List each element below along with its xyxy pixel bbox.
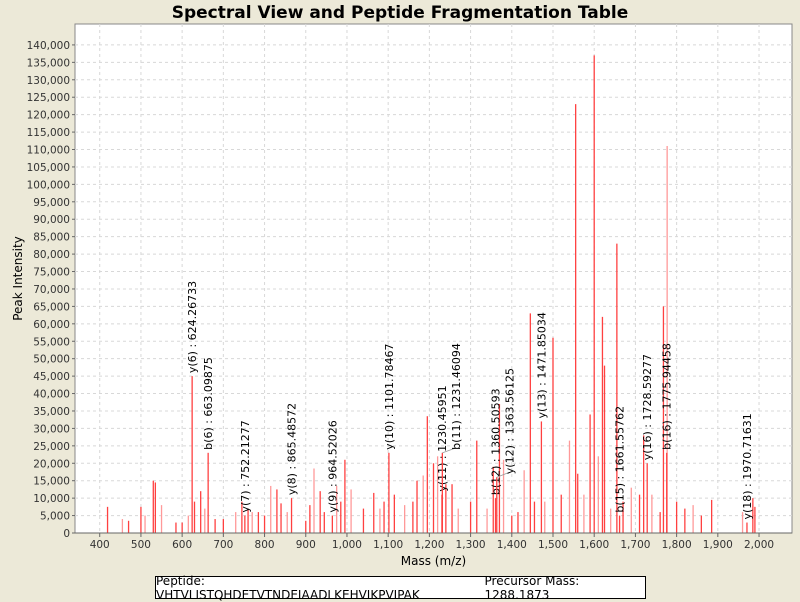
peak-annotation: y(6) : 624.26733 xyxy=(186,281,199,373)
peak-annotation: b(12) : 1360.50593 xyxy=(490,388,503,495)
legend-box: Peptide: VHTVLISTQHDETVTNDEIAADLKEHVIKPV… xyxy=(155,573,646,602)
precursor-mass-label: Precursor Mass: 1288.1873 xyxy=(484,573,580,602)
y-tick-label: 100,000 xyxy=(27,179,70,191)
peak-annotation: y(8) : 865.48572 xyxy=(286,403,299,495)
peak-annotation: y(9) : 964.52026 xyxy=(326,420,339,512)
y-axis-label: Peak Intensity xyxy=(11,236,25,321)
x-tick-label: 400 xyxy=(90,539,110,551)
y-tick-label: 40,000 xyxy=(33,389,70,401)
chart-title: Spectral View and Peptide Fragmentation … xyxy=(171,3,629,23)
x-tick-label: 1,000 xyxy=(332,539,362,551)
y-tick-label: 80,000 xyxy=(33,249,70,261)
x-tick-label: 1,700 xyxy=(620,539,650,551)
y-tick-label: 45,000 xyxy=(33,371,70,383)
x-tick-label: 1,500 xyxy=(538,539,568,551)
peak-annotation: y(12) : 1363.56125 xyxy=(504,368,517,474)
x-axis-label: Mass (m/z) xyxy=(401,554,466,568)
y-tick-label: 135,000 xyxy=(27,57,70,69)
x-tick-label: 1,800 xyxy=(662,539,692,551)
y-tick-label: 10,000 xyxy=(33,493,70,505)
peak-annotation: b(16) : 1775.94458 xyxy=(661,343,674,450)
x-tick-label: 1,900 xyxy=(703,539,733,551)
x-tick-label: 1,200 xyxy=(414,539,444,551)
y-tick-label: 105,000 xyxy=(27,162,70,174)
y-tick-label: 90,000 xyxy=(33,214,70,226)
x-tick-label: 800 xyxy=(255,539,275,551)
y-tick-label: 115,000 xyxy=(27,127,70,139)
y-tick-label: 55,000 xyxy=(33,336,70,348)
peak-annotation: y(10) : 1101.78467 xyxy=(383,344,396,450)
y-tick-label: 120,000 xyxy=(27,110,70,122)
peak-annotation: y(13) : 1471.85034 xyxy=(535,312,548,418)
y-tick-label: 5,000 xyxy=(40,511,70,523)
y-tick-label: 65,000 xyxy=(33,301,70,313)
y-tick-label: 85,000 xyxy=(33,232,70,244)
x-tick-label: 900 xyxy=(296,539,316,551)
y-tick-label: 70,000 xyxy=(33,284,70,296)
annotation-leader-line xyxy=(496,471,510,478)
y-tick-label: 130,000 xyxy=(27,75,70,87)
peak-annotation: b(11) : 1231.46094 xyxy=(450,343,463,450)
y-tick-label: 75,000 xyxy=(33,267,70,279)
annotation-leader-line xyxy=(442,447,457,454)
x-tick-label: 2,000 xyxy=(744,539,774,551)
x-tick-label: 1,300 xyxy=(456,539,486,551)
y-tick-label: 110,000 xyxy=(27,145,70,157)
peak-annotation: b(15) : 1661.55762 xyxy=(614,406,627,513)
y-tick-label: 0 xyxy=(63,528,70,540)
x-tick-label: 500 xyxy=(131,539,151,551)
peak-annotation: y(7) : 752.21277 xyxy=(239,420,252,512)
x-tick-label: 1,100 xyxy=(373,539,403,551)
y-tick-label: 95,000 xyxy=(33,197,70,209)
y-tick-label: 25,000 xyxy=(33,441,70,453)
x-tick-label: 700 xyxy=(213,539,233,551)
y-tick-label: 20,000 xyxy=(33,458,70,470)
y-tick-label: 50,000 xyxy=(33,354,70,366)
peak-annotation: b(6) : 663.09875 xyxy=(202,357,215,450)
y-tick-label: 60,000 xyxy=(33,319,70,331)
y-tick-label: 35,000 xyxy=(33,406,70,418)
y-tick-label: 15,000 xyxy=(33,476,70,488)
y-tick-label: 30,000 xyxy=(33,423,70,435)
peak-annotation: y(11) : 1230.45951 xyxy=(436,385,449,491)
y-tick-label: 140,000 xyxy=(27,40,70,52)
peak-annotation: y(18) : 1970.71631 xyxy=(741,413,754,519)
plot-area xyxy=(74,23,793,534)
x-tick-label: 600 xyxy=(172,539,192,551)
y-tick-label: 125,000 xyxy=(27,92,70,104)
peptide-label: Peptide: VHTVLISTQHDETVTNDEIAADLKEHVIKPV… xyxy=(156,573,420,602)
peak-annotation: y(16) : 1728.59277 xyxy=(641,354,654,460)
x-tick-label: 1,600 xyxy=(579,539,609,551)
x-tick-label: 1,400 xyxy=(497,539,527,551)
